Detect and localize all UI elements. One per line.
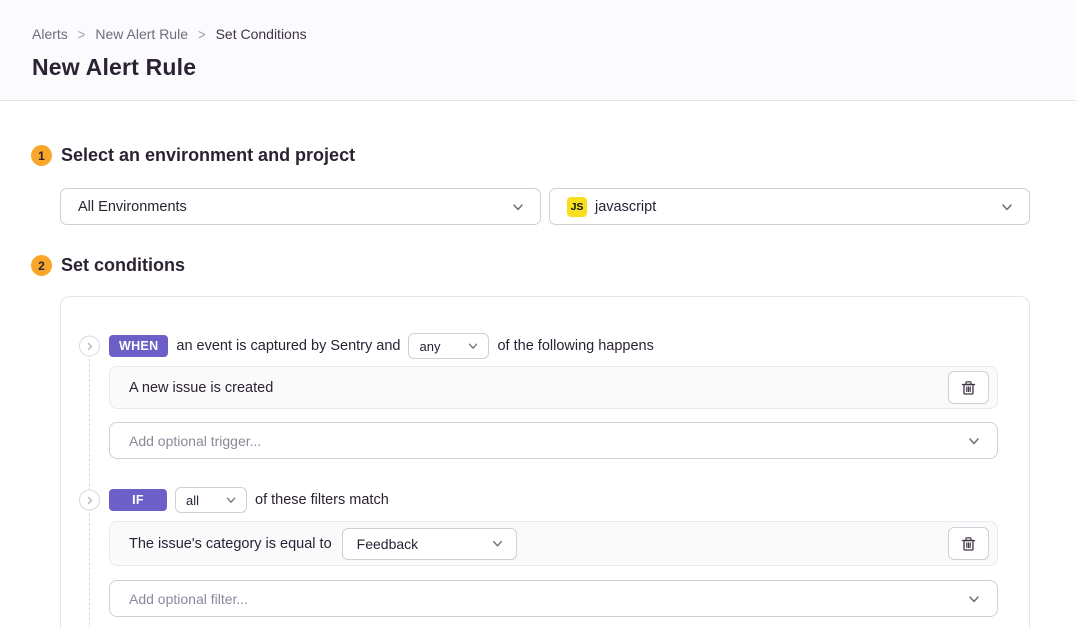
page-header: Alerts > New Alert Rule > Set Conditions… xyxy=(0,0,1076,101)
breadcrumb-separator-icon: > xyxy=(197,25,206,43)
if-match-select[interactable]: all xyxy=(175,487,247,513)
javascript-platform-icon: JS xyxy=(567,196,587,217)
chevron-down-icon xyxy=(999,199,1015,215)
trigger-condition-label: A new issue is created xyxy=(129,379,274,396)
environment-project-row: All Environments JS javascript xyxy=(60,188,1030,225)
if-label-row: IF all of these filters match xyxy=(79,487,998,513)
breadcrumb-new-alert-rule[interactable]: New Alert Rule xyxy=(95,26,188,42)
breadcrumb-alerts[interactable]: Alerts xyxy=(32,26,68,42)
if-text-after: of these filters match xyxy=(255,492,389,508)
breadcrumb: Alerts > New Alert Rule > Set Conditions xyxy=(32,25,1044,43)
step2-header: 2 Set conditions xyxy=(31,255,1045,276)
breadcrumb-set-conditions: Set Conditions xyxy=(215,26,307,42)
collapse-toggle-button[interactable] xyxy=(79,489,100,511)
filter-category-select[interactable]: Feedback xyxy=(341,527,517,560)
when-match-select-value: any xyxy=(419,338,441,354)
when-text-before: an event is captured by Sentry and xyxy=(176,338,401,354)
step1-number-badge: 1 xyxy=(31,145,52,166)
step1-header: 1 Select an environment and project xyxy=(31,145,1045,166)
breadcrumb-separator-icon: > xyxy=(77,25,86,43)
filter-condition-label: The issue's category is equal to xyxy=(129,535,332,552)
trash-icon xyxy=(961,380,976,395)
if-badge: IF xyxy=(109,489,167,511)
filter-category-select-value: Feedback xyxy=(356,535,419,552)
if-match-select-value: all xyxy=(186,492,200,508)
environment-select-value: All Environments xyxy=(78,198,187,215)
add-optional-filter-placeholder: Add optional filter... xyxy=(129,590,249,607)
trash-icon xyxy=(961,536,976,551)
when-match-select[interactable]: any xyxy=(408,333,490,359)
chevron-down-icon xyxy=(966,591,982,607)
conditions-card: WHEN an event is captured by Sentry and … xyxy=(60,296,1030,628)
when-label-row: WHEN an event is captured by Sentry and … xyxy=(79,333,998,359)
chevron-down-icon xyxy=(490,536,505,551)
when-badge: WHEN xyxy=(109,335,169,357)
add-optional-filter-select[interactable]: Add optional filter... xyxy=(109,580,998,617)
project-select[interactable]: JS javascript xyxy=(549,188,1030,225)
when-group: WHEN an event is captured by Sentry and … xyxy=(61,297,1029,459)
add-optional-trigger-select[interactable]: Add optional trigger... xyxy=(109,422,998,459)
page-title: New Alert Rule xyxy=(32,54,197,80)
trigger-condition-row: A new issue is created xyxy=(109,366,998,409)
chevron-down-icon xyxy=(510,199,526,215)
step1-title: Select an environment and project xyxy=(61,145,356,165)
filter-condition-row: The issue's category is equal to Feedbac… xyxy=(109,521,998,566)
if-group: IF all of these filters match The issue'… xyxy=(61,459,1029,617)
step2-number-badge: 2 xyxy=(31,255,52,276)
environment-select[interactable]: All Environments xyxy=(60,188,541,225)
chevron-down-icon xyxy=(966,433,982,449)
add-optional-trigger-placeholder: Add optional trigger... xyxy=(129,432,262,449)
chevron-down-icon xyxy=(224,493,238,507)
chevron-down-icon xyxy=(466,339,480,353)
when-text-after: of the following happens xyxy=(497,338,654,354)
collapse-toggle-button[interactable] xyxy=(79,335,100,357)
project-select-value: javascript xyxy=(595,198,657,215)
delete-trigger-button[interactable] xyxy=(948,371,989,404)
step2-title: Set conditions xyxy=(61,255,186,275)
delete-filter-button[interactable] xyxy=(948,527,989,560)
step-connector-line xyxy=(89,344,90,628)
main-content: 1 Select an environment and project All … xyxy=(0,145,1076,628)
